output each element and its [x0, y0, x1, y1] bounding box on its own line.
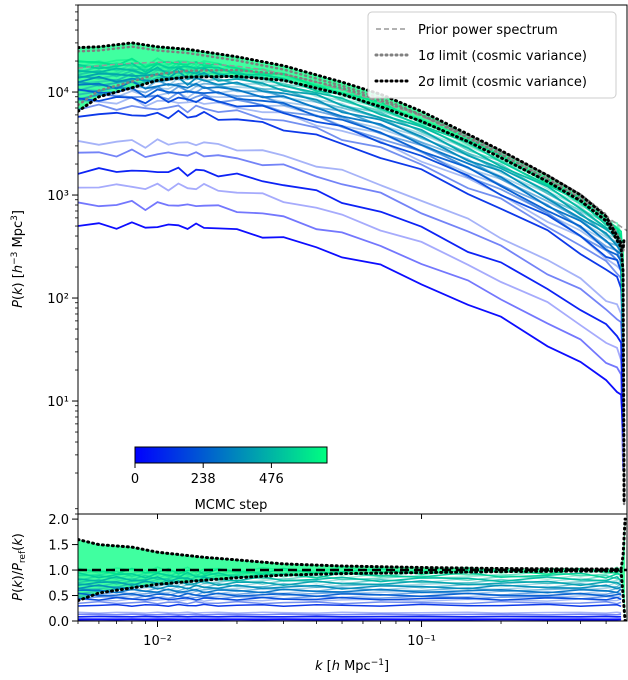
mcmc-sample-line — [78, 221, 624, 433]
colorbar-tick-label: 0 — [131, 472, 139, 487]
bottom-axes-frame — [77, 513, 628, 622]
two-sigma-lower-line — [78, 74, 626, 506]
mcmc-sample-line — [78, 80, 624, 352]
mcmc-sample-line — [78, 166, 624, 437]
mcmc-ratio-line — [78, 592, 622, 598]
bottom-panel: 0.0 0.5 1.0 1.5 2.0 P(k)/Pref(k) 10⁻² 10⁻¹ k … — [11, 513, 628, 674]
mcmc-ratio-line — [78, 577, 622, 584]
colorbar: 0 238 476 MCMC step — [131, 446, 328, 513]
top-y-axis-label: P(k) [h−3 Mpc3] — [10, 210, 26, 308]
mcmc-sample-line — [78, 69, 624, 342]
mcmc-sample-line — [78, 94, 624, 365]
mcmc-sample-line — [78, 85, 624, 356]
y-tick-label: 10³ — [47, 189, 69, 204]
legend-1sigma-label: 1σ limit (cosmic variance) — [418, 49, 587, 64]
legend: Prior power spectrum 1σ limit (cosmic va… — [367, 11, 617, 99]
mcmc-sample-line — [78, 96, 624, 309]
y-tick-label: 10¹ — [47, 395, 69, 410]
legend-2sigma-label: 2σ limit (cosmic variance) — [418, 75, 587, 90]
ratio-y-tick-label: 1.0 — [48, 564, 69, 579]
mcmc-sample-line — [78, 90, 624, 360]
one-sigma-lower-line — [78, 68, 626, 506]
colorbar-tick-label: 238 — [191, 472, 216, 487]
x-tick-label: 10⁻¹ — [407, 634, 436, 649]
ratio-y-tick-label: 0.0 — [48, 615, 69, 630]
bottom-y-axis: 0.0 0.5 1.0 1.5 2.0 — [48, 513, 78, 630]
mcmc-sample-line — [78, 69, 624, 281]
ratio-y-tick-label: 1.5 — [48, 539, 69, 554]
mcmc-ratio-line — [78, 615, 622, 618]
mcmc-ratio-line — [78, 611, 622, 614]
top-limit-lines — [78, 41, 627, 506]
top-mcmc-lines — [78, 57, 624, 471]
bottom-mcmc-lines — [78, 566, 622, 621]
mcmc-ratio-line — [78, 613, 622, 616]
y-tick-label: 10⁴ — [47, 86, 69, 101]
mcmc-sample-line — [78, 103, 624, 374]
top-samples-envelope — [78, 42, 625, 505]
x-axis-label: k [h Mpc−1] — [315, 658, 389, 674]
mcmc-sample-line — [78, 86, 624, 299]
legend-prior-label: Prior power spectrum — [418, 23, 558, 38]
top-panel: 10¹ 10² 10³ 10⁴ P(k) [h−3 Mpc3] Prior power… — [10, 4, 628, 515]
ratio-two-sigma-upper-line — [78, 517, 627, 571]
mcmc-sample-line — [78, 64, 624, 336]
mcmc-ratio-line — [78, 603, 622, 608]
mcmc-ratio-line — [78, 567, 622, 576]
mcmc-ratio-line — [78, 587, 622, 593]
mcmc-sample-line — [78, 199, 624, 471]
mcmc-sample-line — [78, 148, 624, 361]
mcmc-sample-line — [78, 138, 624, 409]
mcmc-sample-line — [78, 72, 624, 345]
x-tick-label: 10⁻² — [143, 634, 172, 649]
mcmc-ratio-line — [78, 578, 622, 586]
mcmc-ratio-line — [78, 600, 622, 605]
mcmc-ratio-line — [78, 596, 622, 601]
two-sigma-upper-line — [78, 41, 626, 250]
x-axis: 10⁻² 10⁻¹ — [77, 514, 607, 649]
bottom-limit-lines — [78, 517, 627, 621]
bottom-y-axis-label: P(k)/Pref(k) — [11, 533, 28, 601]
ratio-y-tick-label: 2.0 — [48, 513, 69, 528]
top-samples-region — [78, 42, 625, 505]
colorbar-label: MCMC step — [195, 498, 268, 513]
colorbar-tick-label: 476 — [259, 472, 284, 487]
mcmc-sample-line — [78, 91, 624, 304]
y-tick-label: 10² — [47, 292, 69, 307]
mcmc-ratio-line — [78, 598, 622, 603]
mcmc-sample-line — [78, 182, 624, 394]
colorbar-gradient — [134, 446, 328, 464]
ratio-y-tick-label: 0.5 — [48, 590, 69, 605]
colorbar-ticks: 0 238 476 — [131, 463, 284, 487]
mcmc-sample-line — [78, 109, 624, 322]
legend-box — [367, 11, 617, 99]
top-y-axis: 10¹ 10² 10³ 10⁴ — [47, 4, 78, 515]
